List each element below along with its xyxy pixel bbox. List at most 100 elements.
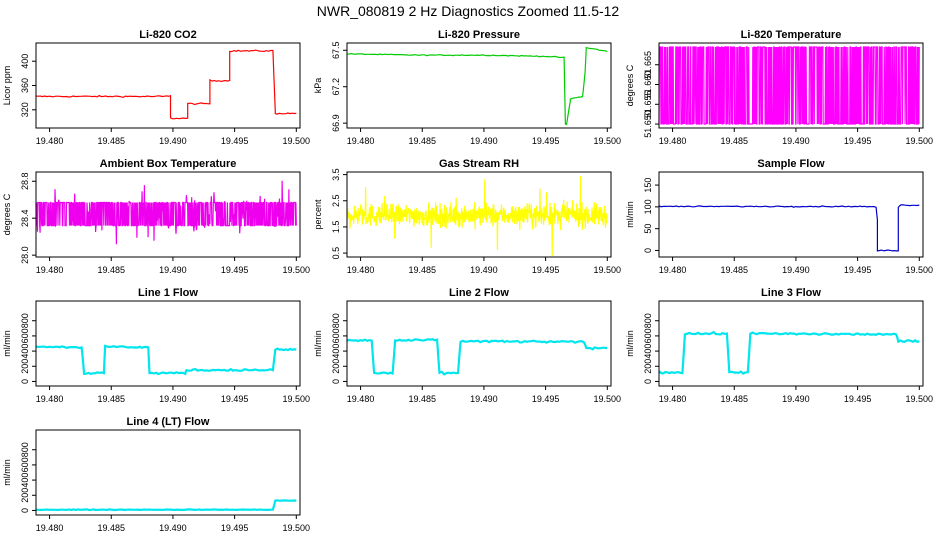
series-line: [35, 49, 297, 120]
x-tick-label: 19.485: [408, 265, 436, 275]
x-tick-label: 19.480: [347, 136, 375, 146]
x-tick-label: 19.480: [347, 394, 375, 404]
panel-title: Line 1 Flow: [138, 287, 198, 299]
y-tick-label: 200: [643, 359, 653, 374]
figure-title: NWR_080819 2 Hz Diagnostics Zoomed 11.5-…: [317, 3, 620, 19]
y-tick-label: 400: [20, 54, 30, 69]
y-tick-label: 67.5: [331, 42, 341, 60]
x-tick-label: 19.500: [283, 523, 311, 533]
panel-8: Line 2 Flow ml/min 19.480 19.485 19.490 19.49…: [313, 287, 621, 404]
y-tick-label: 28.4: [20, 209, 30, 227]
plot-frame: [658, 300, 924, 387]
y-tick-label: 1.5: [331, 221, 341, 234]
x-tick-label: 19.485: [97, 523, 125, 533]
series-line: [35, 499, 297, 512]
x-tick-label: 19.480: [36, 136, 64, 146]
x-tick-label: 19.490: [159, 136, 187, 146]
x-tick-label: 19.495: [221, 394, 249, 404]
x-tick-label: 19.490: [470, 265, 498, 275]
series-line: [658, 204, 920, 252]
x-tick-label: 19.490: [159, 265, 187, 275]
x-tick-label: 19.485: [408, 136, 436, 146]
series-line: [35, 344, 297, 376]
x-tick-label: 19.500: [906, 136, 934, 146]
y-tick-label: 0: [20, 379, 30, 384]
panel-title: Sample Flow: [757, 158, 825, 170]
y-tick-label: 800: [20, 442, 30, 457]
x-tick-label: 19.500: [283, 136, 311, 146]
y-tick-label: 200: [20, 359, 30, 374]
y-tick-label: 400: [643, 344, 653, 359]
x-tick-label: 19.485: [97, 394, 125, 404]
y-axis-label: ml/min: [625, 201, 635, 228]
x-tick-label: 19.490: [470, 394, 498, 404]
x-tick-label: 19.490: [159, 523, 187, 533]
y-tick-label: 400: [20, 344, 30, 359]
panel-title: Li-820 Temperature: [741, 29, 842, 41]
plot-frame: [35, 429, 301, 516]
y-tick-label: 400: [20, 473, 30, 488]
series-line: [346, 175, 608, 257]
x-tick-label: 19.495: [844, 136, 872, 146]
y-tick-label: 600: [20, 457, 30, 472]
y-tick-label: 28.0: [20, 246, 30, 264]
y-tick-label: 0: [643, 379, 653, 384]
panel-6: Sample Flow ml/min 19.480 19.485 19.490 19.49…: [625, 158, 933, 275]
x-tick-label: 19.495: [221, 136, 249, 146]
x-tick-label: 19.500: [283, 265, 311, 275]
y-tick-label: 150: [643, 178, 653, 193]
x-tick-label: 19.485: [408, 394, 436, 404]
y-tick-label: 360: [20, 78, 30, 93]
panel-4: Ambient Box Temperature degrees C 19.480 19…: [2, 158, 310, 275]
x-tick-label: 19.495: [221, 523, 249, 533]
x-tick-label: 19.500: [906, 394, 934, 404]
y-axis-label: kPa: [313, 78, 323, 94]
panel-title: Li-820 CO2: [139, 29, 196, 41]
panel-5: Gas Stream RH percent 19.480 19.485 19.490 19…: [313, 158, 621, 275]
y-tick-label: 2.5: [331, 195, 341, 208]
x-tick-label: 19.495: [221, 265, 249, 275]
series-line: [658, 330, 920, 375]
panel-1: Li-820 CO2 Licor ppm 19.480 19.485 19.490 19.…: [2, 29, 310, 146]
y-axis-label: ml/min: [2, 330, 12, 357]
plot-frame: [35, 42, 301, 129]
y-tick-label: 28.8: [20, 172, 30, 190]
panel-9: Line 3 Flow ml/min 19.480 19.485 19.490 19.49…: [625, 287, 933, 404]
y-tick-label: 200: [20, 488, 30, 503]
series-line: [346, 338, 608, 376]
y-tick-label: 66.9: [331, 114, 341, 132]
plot-frame: [658, 42, 924, 129]
x-tick-label: 19.480: [659, 136, 687, 146]
panel-title: Ambient Box Temperature: [100, 158, 237, 170]
x-tick-label: 19.490: [470, 136, 498, 146]
y-tick-label: 51.660: [643, 71, 653, 99]
panel-title: Line 3 Flow: [761, 287, 821, 299]
y-tick-label: 600: [20, 328, 30, 343]
panels-container: Li-820 CO2 Licor ppm 19.480 19.485 19.490 19.…: [2, 29, 933, 533]
y-tick-label: 51.655: [643, 91, 653, 119]
x-tick-label: 19.485: [720, 394, 748, 404]
plot-frame: [346, 42, 612, 129]
x-tick-label: 19.480: [659, 265, 687, 275]
x-tick-label: 19.495: [532, 394, 560, 404]
x-tick-label: 19.495: [844, 394, 872, 404]
series-line: [346, 46, 608, 126]
y-axis-label: ml/min: [2, 459, 12, 486]
x-tick-label: 19.480: [36, 523, 64, 533]
x-tick-label: 19.500: [594, 136, 622, 146]
y-tick-label: 0.5: [331, 247, 341, 260]
y-tick-label: 800: [20, 313, 30, 328]
y-tick-label: 0: [643, 248, 653, 253]
y-tick-label: 400: [331, 344, 341, 359]
x-tick-label: 19.490: [782, 394, 810, 404]
panel-7: Line 1 Flow ml/min 19.480 19.485 19.490 19.49…: [2, 287, 310, 404]
plot-frame: [658, 171, 924, 258]
x-tick-label: 19.500: [906, 265, 934, 275]
x-tick-label: 19.490: [782, 136, 810, 146]
plot-frame: [346, 171, 612, 258]
panel-title: Line 2 Flow: [449, 287, 509, 299]
y-tick-label: 0: [331, 379, 341, 384]
x-tick-label: 19.485: [720, 136, 748, 146]
x-tick-label: 19.500: [283, 394, 311, 404]
